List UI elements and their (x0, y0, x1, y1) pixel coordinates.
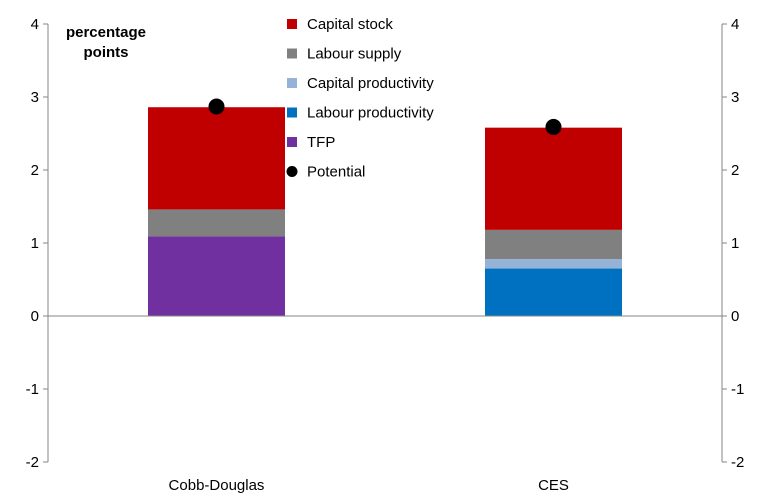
legend-swatch (287, 137, 297, 147)
legend-label: Labour supply (307, 46, 402, 63)
potential-marker-1 (545, 118, 562, 135)
bar-capital-stock-1 (485, 127, 622, 230)
category-label: Cobb-Douglas (169, 477, 265, 494)
potential-marker-0 (208, 98, 225, 115)
legend-label: Labour productivity (307, 105, 434, 122)
legend-label: Potential (307, 164, 365, 181)
tick-labels: -2 -2 -1 -1 0 0 1 1 2 2 3 3 4 4 (26, 16, 745, 471)
legend-label: Capital stock (307, 16, 393, 33)
y-tick-label-left: 0 (31, 308, 39, 325)
bar-capital-productivity-1 (485, 259, 622, 269)
y-tick-label-right: 1 (731, 235, 739, 252)
legend-swatch (287, 107, 297, 118)
y-tick-label-left: 1 (31, 235, 39, 252)
y-tick-label-right: 4 (731, 16, 739, 33)
bar-labour-supply-1 (485, 229, 622, 260)
y-tick-label-right: -1 (731, 381, 744, 398)
category-labels: Cobb-Douglas CES (169, 477, 569, 494)
axes (43, 23, 727, 463)
legend-label: TFP (307, 134, 335, 151)
legend-swatch (287, 78, 297, 88)
y-tick-label-right: 2 (731, 162, 739, 179)
legend-label: Capital productivity (307, 75, 434, 92)
y-tick-label-left: 3 (31, 89, 39, 106)
legend-swatch (287, 19, 297, 29)
y-tick-label-right: 3 (731, 89, 739, 106)
y-tick-label-left: 2 (31, 162, 39, 179)
category-label: CES (538, 477, 569, 494)
bar-capital-stock-0 (148, 107, 285, 210)
unit-label-line2: points (84, 44, 129, 61)
bar-tfp-0 (148, 236, 285, 316)
unit-label-line1: percentage (66, 24, 146, 41)
y-tick-label-right: 0 (731, 308, 739, 325)
legend-swatch (287, 48, 297, 59)
plot-area (148, 98, 622, 316)
y-tick-label-left: -1 (26, 381, 39, 398)
y-tick-label-right: -2 (731, 454, 744, 471)
legend: Capital stock Labour supply Capital produc… (286, 16, 434, 181)
y-tick-label-left: 4 (31, 16, 39, 33)
bar-labour-productivity-1 (485, 268, 622, 316)
legend-marker (286, 166, 298, 177)
bar-labour-supply-0 (148, 209, 285, 237)
y-tick-label-left: -2 (26, 454, 39, 471)
